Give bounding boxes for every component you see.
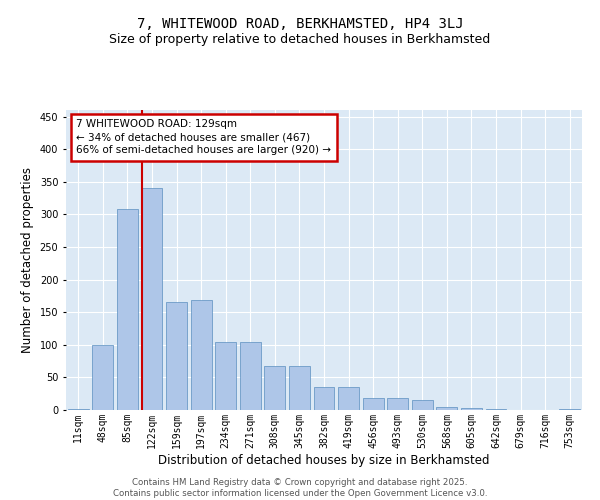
Bar	[142, 188, 163, 410]
Bar	[338, 387, 359, 410]
Bar	[265, 366, 286, 410]
Bar	[412, 400, 433, 410]
Bar	[92, 345, 113, 410]
Y-axis label: Number of detached properties: Number of detached properties	[21, 167, 34, 353]
Text: Contains HM Land Registry data © Crown copyright and database right 2025.
Contai: Contains HM Land Registry data © Crown c…	[113, 478, 487, 498]
Bar	[289, 366, 310, 410]
Bar	[436, 406, 457, 410]
Text: 7 WHITEWOOD ROAD: 129sqm
← 34% of detached houses are smaller (467)
66% of semi-: 7 WHITEWOOD ROAD: 129sqm ← 34% of detach…	[76, 119, 331, 156]
Bar	[166, 302, 187, 410]
Bar	[191, 300, 212, 410]
Bar	[387, 398, 408, 410]
Text: Size of property relative to detached houses in Berkhamsted: Size of property relative to detached ho…	[109, 32, 491, 46]
Bar	[215, 342, 236, 410]
Bar	[68, 408, 89, 410]
Bar	[461, 408, 482, 410]
X-axis label: Distribution of detached houses by size in Berkhamsted: Distribution of detached houses by size …	[158, 454, 490, 466]
Text: 7, WHITEWOOD ROAD, BERKHAMSTED, HP4 3LJ: 7, WHITEWOOD ROAD, BERKHAMSTED, HP4 3LJ	[137, 18, 463, 32]
Bar	[117, 209, 138, 410]
Bar	[362, 398, 383, 410]
Bar	[240, 342, 261, 410]
Bar	[314, 387, 334, 410]
